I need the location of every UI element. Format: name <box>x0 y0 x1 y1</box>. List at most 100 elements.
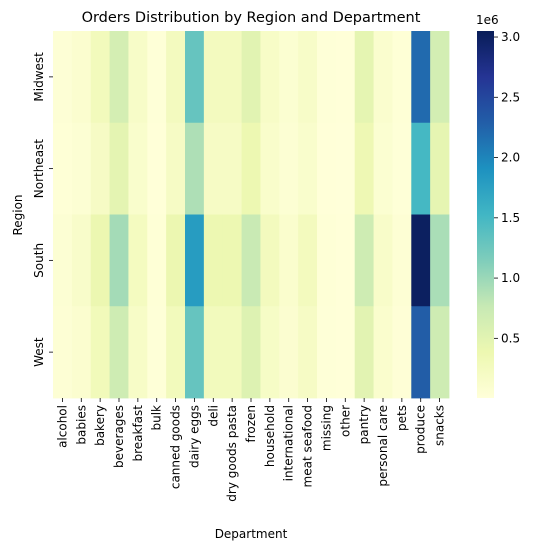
colorbar-tick-label: 1.0 <box>501 271 520 285</box>
x-tick-label: meat seafood <box>301 405 315 487</box>
heatmap-cell <box>373 31 393 124</box>
colorbar-tick-label: 3.0 <box>501 30 520 44</box>
heatmap-cell <box>147 31 167 124</box>
heatmap-cell <box>335 31 356 124</box>
colorbar-tick-label: 0.5 <box>501 331 520 345</box>
heatmap-cell <box>354 306 374 399</box>
heatmap-cell <box>241 214 261 307</box>
heatmap-cell <box>411 31 431 124</box>
heatmap-cell <box>373 306 393 399</box>
x-tick-label: snacks <box>433 405 447 446</box>
heatmap-cell <box>53 214 73 307</box>
y-axis-label: Region <box>11 194 25 235</box>
heatmap-cell <box>335 306 356 399</box>
heatmap-cell <box>222 306 242 399</box>
x-tick-label: bulk <box>150 405 164 431</box>
heatmap-cell <box>90 214 110 307</box>
heatmap-cell <box>335 122 356 215</box>
x-tick-label: deli <box>206 405 220 427</box>
heatmap-cell <box>430 214 450 307</box>
x-tick-label: household <box>263 405 277 467</box>
heatmap-cell <box>166 122 186 215</box>
heatmap-cell <box>279 31 299 124</box>
heatmap-cell <box>354 31 374 124</box>
x-tick-label: produce <box>414 405 428 454</box>
colorbar-exponent: 1e6 <box>476 13 499 27</box>
colorbar-tick-label: 2.5 <box>501 90 520 104</box>
heatmap-cell <box>203 306 224 399</box>
heatmap-cell <box>53 122 73 215</box>
heatmap-cell <box>260 31 280 124</box>
heatmap-cell <box>90 122 110 215</box>
heatmap-cell <box>203 214 224 307</box>
heatmap-cell <box>147 122 167 215</box>
heatmap-cell <box>373 214 393 307</box>
heatmap-cell <box>279 122 299 215</box>
heatmap-cell <box>298 122 318 215</box>
heatmap-cell <box>71 214 92 307</box>
heatmap-cell <box>53 306 73 399</box>
heatmap-cell <box>147 306 167 399</box>
x-tick-label: bakery <box>93 405 107 446</box>
heatmap-cell <box>109 122 129 215</box>
heatmap-cell <box>222 122 242 215</box>
x-tick-label: international <box>282 405 296 481</box>
y-tick-label: West <box>32 337 46 367</box>
heatmap-cell <box>354 122 374 215</box>
heatmap-cell <box>279 306 299 399</box>
x-tick-labels: alcohol babies bakery beverages breakfast bul… <box>55 398 447 502</box>
heatmap-cell <box>298 214 318 307</box>
colorbar <box>477 31 494 398</box>
heatmap-cell <box>109 214 129 307</box>
heatmap-cell <box>128 31 148 124</box>
heatmap-cell <box>260 306 280 399</box>
heatmap-cell <box>241 306 261 399</box>
heatmap-cell <box>166 31 186 124</box>
x-tick-label: breakfast <box>131 405 145 462</box>
heatmap-cell <box>317 122 337 215</box>
heatmap-cell <box>317 214 337 307</box>
heatmap-cell <box>166 214 186 307</box>
heatmap-cell <box>128 214 148 307</box>
x-tick-label: canned goods <box>169 405 183 489</box>
heatmap-cell <box>411 306 431 399</box>
heatmap-cell <box>109 306 129 399</box>
heatmap-cell <box>203 122 224 215</box>
x-tick-label: beverages <box>112 405 126 468</box>
x-axis-label: Department <box>215 527 288 541</box>
heatmap-cell <box>185 214 205 307</box>
colorbar-tick-label: 2.0 <box>501 151 520 165</box>
heatmap-cell <box>71 31 92 124</box>
x-tick-label: dry goods pasta <box>225 405 239 502</box>
y-tick-labels: Midwest Northeast South West <box>32 52 53 367</box>
heatmap-cell <box>335 214 356 307</box>
heatmap-cell <box>373 122 393 215</box>
x-tick-label: babies <box>74 405 88 445</box>
heatmap-cell <box>317 31 337 124</box>
heatmap-cell <box>241 31 261 124</box>
heatmap-cell <box>260 122 280 215</box>
heatmap-cell <box>260 214 280 307</box>
heatmap-cell <box>109 31 129 124</box>
x-tick-label: frozen <box>244 405 258 443</box>
heatmap-cell <box>128 306 148 399</box>
x-tick-label: personal care <box>376 405 390 487</box>
heatmap-cell <box>411 122 431 215</box>
heatmap-cell <box>222 31 242 124</box>
x-tick-label: missing <box>319 405 333 451</box>
heatmap-cell <box>203 31 224 124</box>
heatmap-cell <box>53 31 73 124</box>
heatmap-cell <box>185 306 205 399</box>
x-tick-label: alcohol <box>55 405 69 448</box>
heatmap-cell <box>392 31 412 124</box>
y-tick-label: Midwest <box>32 52 46 102</box>
heatmap-cell <box>128 122 148 215</box>
heatmap-cell <box>392 122 412 215</box>
heatmap-cell <box>298 306 318 399</box>
y-tick-label: South <box>32 243 46 278</box>
x-tick-label: dairy eggs <box>187 405 201 468</box>
heatmap-cell <box>430 122 450 215</box>
heatmap-cell <box>279 214 299 307</box>
colorbar-ticks: 0.5 1.0 1.5 2.0 2.5 3.0 <box>494 30 520 345</box>
